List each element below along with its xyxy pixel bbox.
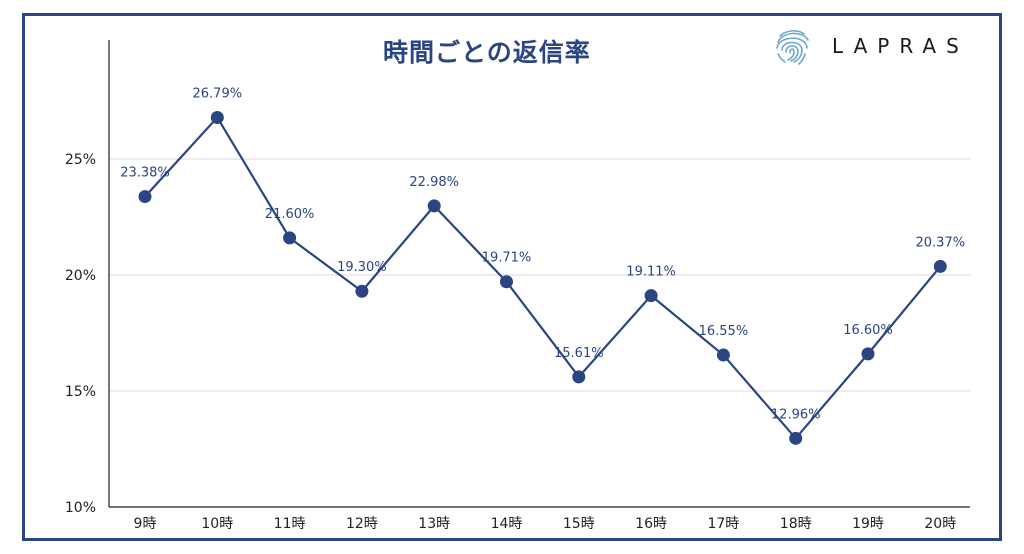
data-point [716,348,730,362]
y-tick-label: 25% [65,152,96,168]
data-label: 19.71% [482,251,532,266]
data-point [500,275,513,289]
y-tick-label: 15% [65,384,96,400]
data-label: 12.96% [771,407,821,422]
x-tick-label: 11時 [274,516,306,532]
chart-frame [22,13,1002,541]
data-label: 26.79% [193,86,243,101]
x-tick-label: 14時 [491,516,523,532]
brand-logo: LAPRAS [772,28,982,68]
data-point [861,347,875,361]
x-tick-label: 15時 [563,516,595,532]
data-point [427,199,441,213]
data-point [138,190,152,204]
series-line [144,116,942,440]
x-tick-label: 19時 [852,516,884,532]
x-tick-label: 10時 [201,516,233,532]
x-tick-label: 9時 [134,516,157,532]
x-tick-label: 16時 [635,516,667,532]
x-tick-label: 17時 [707,516,739,532]
data-label: 23.38% [120,166,170,181]
data-label: 21.60% [265,207,315,222]
data-point [355,284,369,298]
data-point [644,289,658,303]
x-tick-label: 13時 [418,516,450,532]
data-point [572,370,586,384]
data-label: 22.98% [409,175,459,190]
y-tick-label: 20% [65,268,96,284]
data-label: 19.11% [626,265,676,280]
x-tick-label: 20時 [924,516,956,532]
data-label: 20.37% [916,235,966,250]
data-point [933,259,947,273]
y-tick-label: 10% [65,500,96,516]
x-tick-label: 12時 [346,516,378,532]
fingerprint-icon [776,30,809,65]
data-label: 16.60% [843,323,893,338]
brand-name: LAPRAS [832,34,969,58]
x-tick-label: 18時 [780,516,812,532]
data-label: 19.30% [337,260,387,275]
data-point [283,231,297,245]
data-point [789,431,803,445]
data-label: 15.61% [554,346,604,361]
data-point [210,110,224,124]
chart-title: 時間ごとの返信率 [383,38,591,67]
data-label: 16.55% [699,324,749,339]
